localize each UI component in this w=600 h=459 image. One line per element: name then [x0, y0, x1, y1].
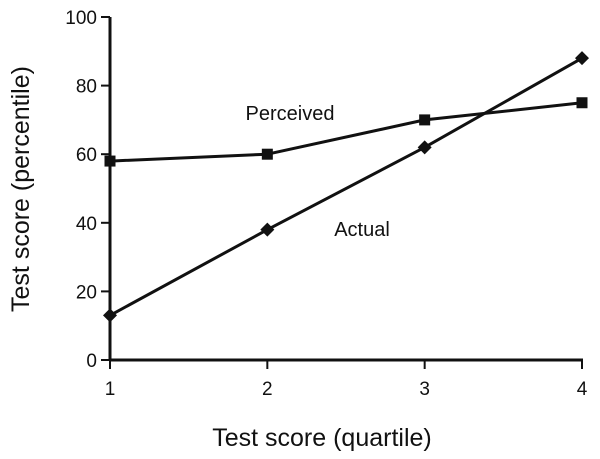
- x-tick-label: 3: [419, 379, 430, 400]
- series-actual: [103, 51, 589, 323]
- series-label-perceived: Perceived: [246, 103, 335, 125]
- x-tick-label: 2: [262, 379, 273, 400]
- data-point-actual: [260, 222, 275, 237]
- y-tick-label: 60: [76, 145, 97, 166]
- data-point-actual: [417, 140, 432, 155]
- x-tick-label: 1: [105, 379, 116, 400]
- axes: [108, 17, 583, 362]
- x-axis-title: Test score (quartile): [212, 424, 432, 452]
- series-perceived: [104, 97, 588, 167]
- series-line-actual: [109, 56, 583, 317]
- y-tick-label: 20: [76, 282, 97, 303]
- y-axis-ticks: 0 20 40 60 80 100: [65, 8, 110, 372]
- data-point-perceived: [419, 114, 431, 126]
- y-tick-label: 100: [65, 8, 97, 29]
- data-point-actual: [103, 308, 117, 323]
- data-point-perceived: [576, 97, 588, 109]
- series-layer: [103, 51, 589, 323]
- series-line-perceived: [109, 101, 583, 163]
- data-point-actual: [575, 51, 589, 66]
- y-tick-label: 80: [76, 77, 97, 98]
- series-label-actual: Actual: [334, 219, 390, 241]
- y-tick-label: 40: [76, 214, 97, 235]
- y-axis-title: Test score (percentile): [7, 66, 35, 312]
- data-point-perceived: [104, 155, 116, 167]
- x-tick-label: 4: [577, 379, 588, 400]
- y-tick-label: 0: [86, 351, 97, 372]
- data-point-perceived: [261, 148, 273, 160]
- x-axis-ticks: 1 2 3 4: [105, 360, 588, 400]
